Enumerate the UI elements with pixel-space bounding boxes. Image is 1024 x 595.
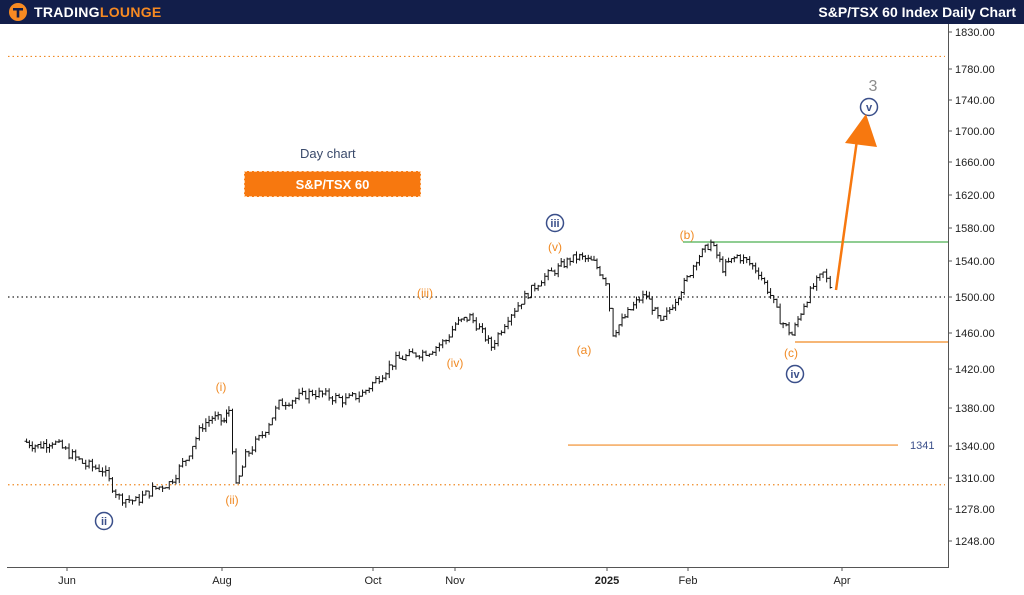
wave-label-v: v	[866, 102, 873, 114]
y-tick-label: 1700.00	[955, 126, 995, 138]
wave-labels-layer: ii (i) (ii) (iii) (iv) (v) iii (a) (b) (c) iv v 3	[94, 78, 879, 531]
wave-degree-label: 3	[869, 78, 878, 95]
y-tick-label: 1780.00	[955, 64, 995, 76]
wave-label-ii: ii	[101, 516, 107, 528]
wave-label-iii: (iii)	[417, 286, 433, 300]
level-label: 1341	[910, 440, 934, 452]
wave-circle-marker	[859, 97, 879, 117]
y-tick-label: 1460.00	[955, 328, 995, 340]
header-bar: TRADINGLOUNGE S&P/TSX 60 Index Daily Cha…	[0, 0, 1024, 24]
y-tick-label: 1420.00	[955, 364, 995, 376]
y-axis: 1830.00 1780.00 1740.00 1700.00 1660.00 1620.…	[948, 27, 995, 548]
x-tick-label: Apr	[833, 575, 850, 587]
wave-label-iv: iv	[790, 369, 800, 381]
y-tick-label: 1380.00	[955, 403, 995, 415]
y-tick-label: 1540.00	[955, 256, 995, 268]
wave-label-iv: (iv)	[447, 356, 464, 370]
y-tick-label: 1580.00	[955, 223, 995, 235]
x-tick-label: Oct	[364, 575, 381, 587]
projection-arrow-head-icon	[845, 114, 877, 147]
wave-circle-marker	[785, 364, 805, 384]
day-chart-label: Day chart	[300, 146, 356, 161]
projection-arrow-layer	[834, 114, 877, 291]
x-tick-label: Jun	[58, 575, 76, 587]
plot-area[interactable]	[7, 24, 949, 568]
candles-layer	[24, 239, 833, 508]
tradinglounge-logo[interactable]: TRADINGLOUNGE	[8, 2, 162, 22]
wave-circle-marker	[545, 213, 565, 233]
y-tick-label: 1620.00	[955, 190, 995, 202]
logo-wordmark: TRADINGLOUNGE	[34, 4, 162, 20]
y-tick-label: 1248.00	[955, 536, 995, 548]
wave-label-a: (a)	[577, 343, 592, 357]
logo-accent-text: LOUNGE	[99, 4, 162, 20]
y-tick-label: 1340.00	[955, 441, 995, 453]
projection-arrow-shaft	[834, 139, 859, 291]
levels-layer: 1341	[8, 55, 948, 486]
y-tick-label: 1310.00	[955, 473, 995, 485]
wave-label-c: (c)	[784, 346, 798, 360]
x-tick-label: Aug	[212, 575, 232, 587]
y-tick-label: 1830.00	[955, 27, 995, 39]
y-tick-label: 1740.00	[955, 95, 995, 107]
index-badge: S&P/TSX 60	[244, 171, 421, 197]
wave-label-ii: (ii)	[225, 493, 238, 507]
x-tick-label: Feb	[679, 575, 698, 587]
wave-label-i: (i)	[216, 380, 227, 394]
chart-title: S&P/TSX 60 Index Daily Chart	[818, 4, 1016, 20]
logo-mark-icon	[9, 3, 27, 21]
wave-label-iii: iii	[550, 218, 559, 230]
x-axis: Jun Aug Oct Nov 2025 Feb Apr	[58, 567, 851, 587]
y-tick-label: 1500.00	[955, 292, 995, 304]
x-tick-label: Nov	[445, 575, 465, 587]
logo-primary-text: TRADING	[34, 4, 100, 20]
wave-circle-marker	[94, 511, 114, 531]
wave-label-v: (v)	[548, 240, 562, 254]
x-tick-label: 2025	[595, 575, 619, 587]
wave-label-b: (b)	[680, 228, 695, 242]
y-tick-label: 1660.00	[955, 157, 995, 169]
y-tick-label: 1278.00	[955, 504, 995, 516]
